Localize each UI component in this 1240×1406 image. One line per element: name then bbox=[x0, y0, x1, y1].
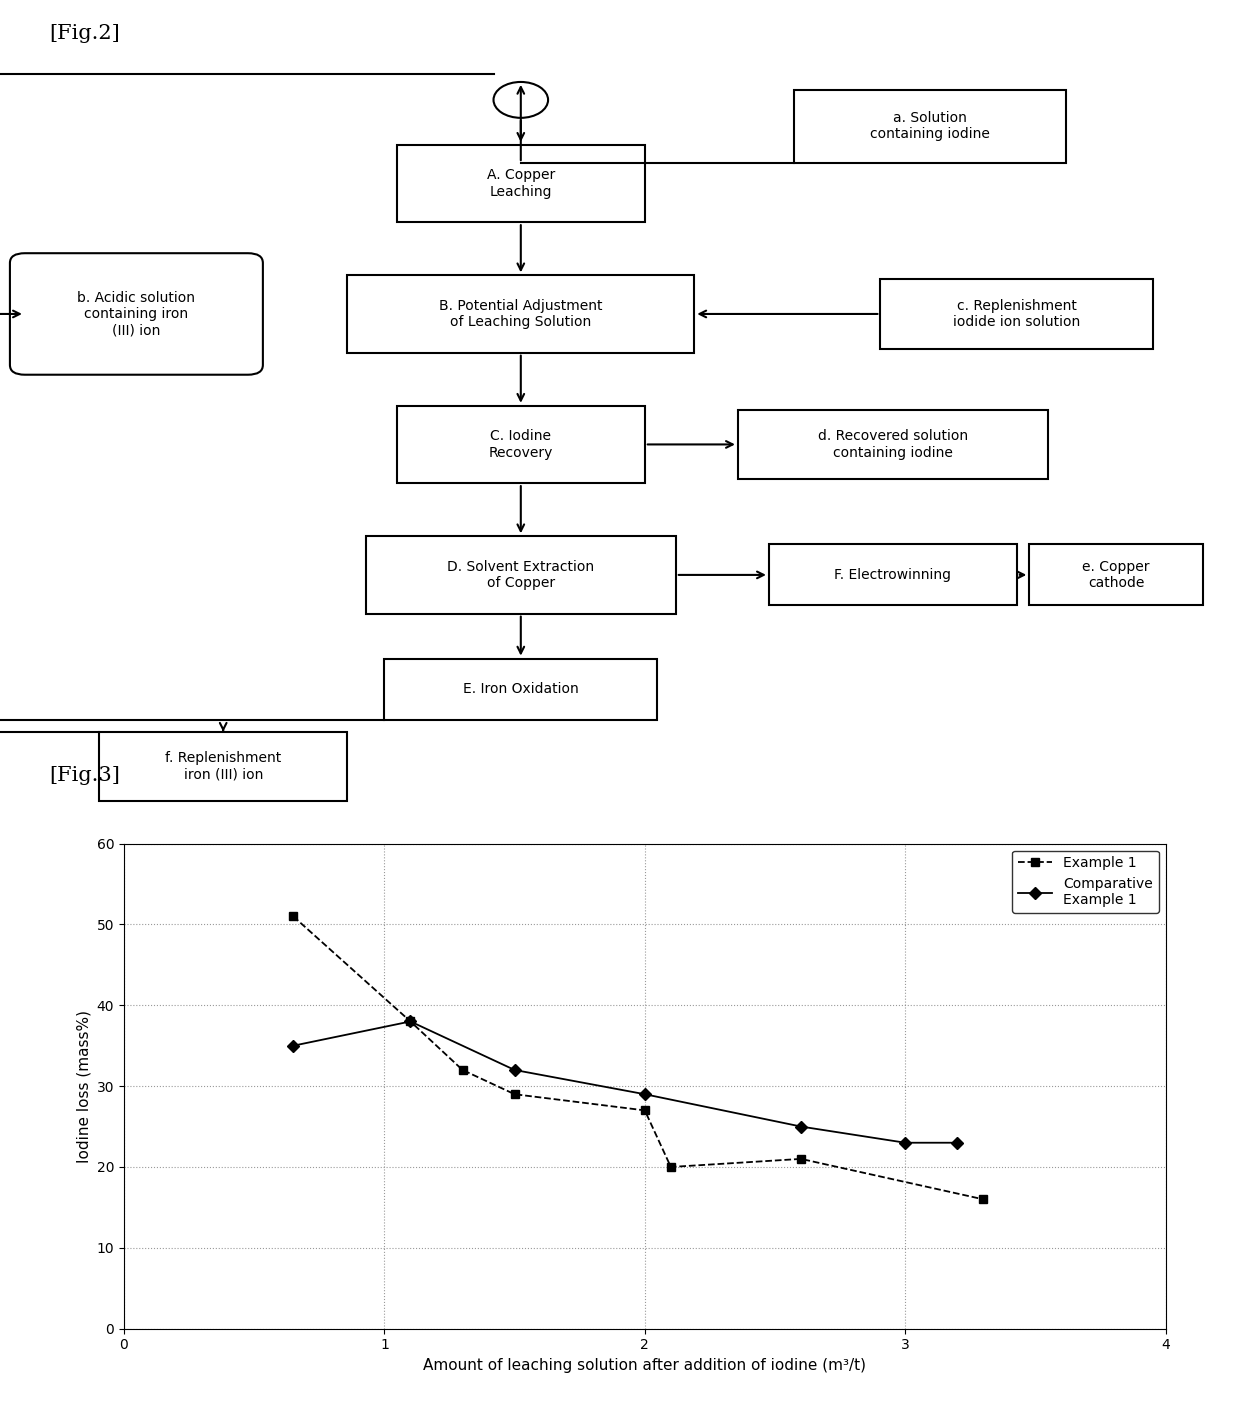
Text: C. Iodine
Recovery: C. Iodine Recovery bbox=[489, 429, 553, 460]
Example 1 bbox=[507, 1085, 522, 1102]
Comparative
Example 1 bbox=[950, 1135, 965, 1152]
Text: E. Iron Oxidation: E. Iron Oxidation bbox=[463, 682, 579, 696]
Line: Example 1: Example 1 bbox=[289, 912, 987, 1204]
Text: d. Recovered solution
containing iodine: d. Recovered solution containing iodine bbox=[817, 429, 968, 460]
Bar bbox=[397, 145, 645, 222]
Example 1 bbox=[637, 1102, 652, 1119]
Text: [Fig.3]: [Fig.3] bbox=[50, 766, 120, 786]
Example 1 bbox=[976, 1191, 991, 1208]
Text: f. Replenishment
iron (III) ion: f. Replenishment iron (III) ion bbox=[165, 751, 281, 782]
Comparative
Example 1 bbox=[794, 1118, 808, 1135]
Line: Comparative
Example 1: Comparative Example 1 bbox=[289, 1018, 961, 1147]
Bar bbox=[738, 409, 1048, 479]
Bar bbox=[347, 276, 694, 353]
Text: e. Copper
cathode: e. Copper cathode bbox=[1083, 560, 1149, 591]
Bar bbox=[880, 280, 1153, 349]
Text: A. Copper
Leaching: A. Copper Leaching bbox=[486, 169, 556, 198]
Comparative
Example 1 bbox=[403, 1012, 418, 1029]
Bar bbox=[397, 406, 645, 484]
Text: B. Potential Adjustment
of Leaching Solution: B. Potential Adjustment of Leaching Solu… bbox=[439, 299, 603, 329]
Comparative
Example 1 bbox=[507, 1062, 522, 1078]
Comparative
Example 1 bbox=[637, 1085, 652, 1102]
Example 1 bbox=[285, 908, 300, 925]
Comparative
Example 1 bbox=[898, 1135, 913, 1152]
FancyBboxPatch shape bbox=[10, 253, 263, 375]
Text: a. Solution
containing iodine: a. Solution containing iodine bbox=[870, 111, 990, 142]
Example 1 bbox=[794, 1150, 808, 1167]
X-axis label: Amount of leaching solution after addition of iodine (m³/t): Amount of leaching solution after additi… bbox=[423, 1358, 867, 1372]
Bar bbox=[384, 658, 657, 720]
Comparative
Example 1 bbox=[285, 1038, 300, 1054]
Example 1 bbox=[455, 1062, 470, 1078]
Text: D. Solvent Extraction
of Copper: D. Solvent Extraction of Copper bbox=[448, 560, 594, 591]
Bar bbox=[794, 90, 1066, 163]
Bar bbox=[99, 733, 347, 801]
Text: b. Acidic solution
containing iron
(III) ion: b. Acidic solution containing iron (III)… bbox=[77, 291, 196, 337]
Text: [Fig.2]: [Fig.2] bbox=[50, 24, 120, 44]
Legend: Example 1, Comparative
Example 1: Example 1, Comparative Example 1 bbox=[1012, 851, 1158, 912]
Example 1 bbox=[663, 1159, 678, 1175]
Bar bbox=[366, 536, 676, 613]
Bar bbox=[769, 544, 1017, 606]
Text: c. Replenishment
iodide ion solution: c. Replenishment iodide ion solution bbox=[954, 299, 1080, 329]
Bar bbox=[1029, 544, 1203, 606]
Example 1 bbox=[403, 1012, 418, 1029]
Text: F. Electrowinning: F. Electrowinning bbox=[835, 568, 951, 582]
Y-axis label: Iodine loss (mass%): Iodine loss (mass%) bbox=[76, 1010, 91, 1163]
